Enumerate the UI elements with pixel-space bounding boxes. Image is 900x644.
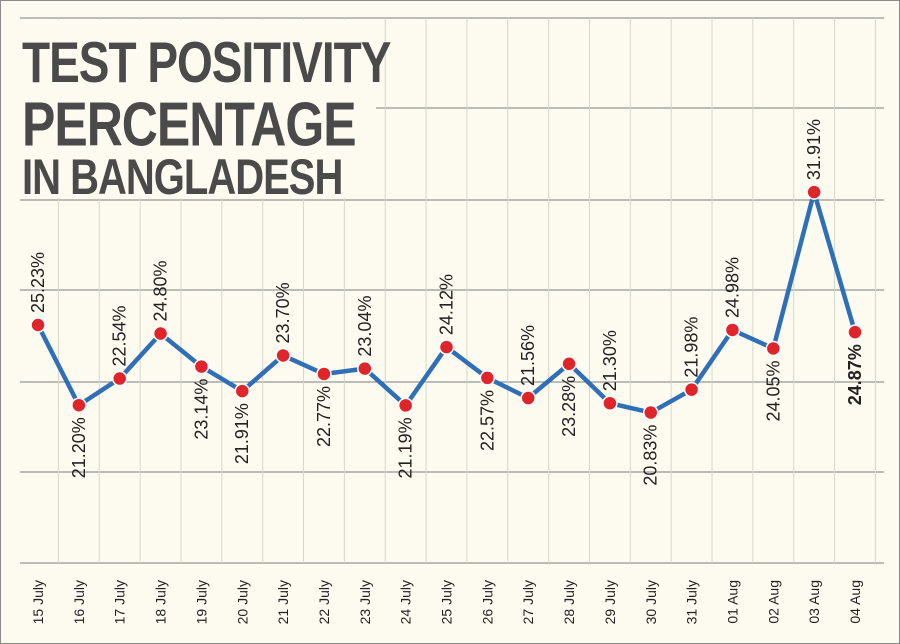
data-label: 21.20% [69, 417, 89, 478]
data-label: 24.98% [722, 257, 742, 318]
x-tick-label: 02 Aug [765, 580, 781, 624]
data-point [357, 360, 373, 377]
x-tick-label: 18 July [153, 580, 169, 624]
data-point [724, 322, 741, 338]
data-point [683, 381, 700, 398]
data-label: 21.19% [396, 417, 416, 478]
chart-title: TEST POSITIVITY PERCENTAGE IN BANGLADESH [16, 20, 391, 205]
data-label: 25.23% [28, 252, 48, 313]
x-tick-label: 24 July [398, 580, 414, 624]
x-tick-label: 20 July [234, 580, 250, 624]
data-point [847, 324, 863, 340]
chart-title-line-3: IN BANGLADESH [22, 150, 343, 205]
data-label: 22.57% [477, 390, 497, 451]
data-label: 21.56% [518, 325, 538, 386]
x-tick-label: 19 July [193, 580, 209, 624]
data-point [234, 383, 250, 399]
x-tick-label: 31 July [684, 580, 700, 624]
data-label: 21.98% [682, 317, 702, 378]
x-tick-label: 28 July [561, 580, 577, 624]
data-label: 24.87% [845, 344, 865, 405]
chart-title-line-1: TEST POSITIVITY [22, 29, 391, 95]
x-tick-label: 26 July [479, 580, 495, 624]
data-point [806, 184, 822, 200]
x-tick-label: 03 Aug [806, 580, 822, 624]
data-point [397, 397, 414, 414]
data-point [520, 390, 536, 406]
x-tick-label: 21 July [275, 580, 291, 624]
x-tick-label: 30 July [643, 580, 659, 624]
data-label: 23.70% [273, 282, 293, 343]
data-point [152, 325, 169, 342]
x-tick-label: 04 Aug [847, 580, 863, 624]
data-label: 21.91% [232, 403, 252, 464]
data-label: 22.54% [110, 305, 130, 366]
x-tick-label: 23 July [357, 580, 373, 624]
data-label: 22.77% [314, 386, 334, 447]
data-point [30, 317, 46, 333]
data-point [765, 340, 782, 357]
data-label: 21.30% [600, 330, 620, 391]
chart-title-line-2: PERCENTAGE [22, 89, 357, 160]
data-label: 24.80% [151, 260, 171, 321]
data-label: 31.91% [804, 119, 824, 180]
data-label: 24.12% [437, 274, 457, 335]
x-tick-label: 15 July [30, 580, 46, 624]
data-point [643, 404, 659, 421]
data-point [275, 347, 291, 364]
x-tick-label: 25 July [439, 580, 455, 624]
data-label: 23.28% [559, 376, 579, 437]
data-point [479, 370, 496, 386]
x-tick-label: 17 July [112, 580, 128, 624]
x-tick-label: 27 July [520, 580, 536, 624]
data-point [193, 358, 210, 375]
data-label: 23.04% [355, 296, 375, 357]
data-point [602, 395, 618, 411]
data-point [438, 339, 455, 355]
data-point [111, 370, 128, 387]
x-tick-label: 01 Aug [724, 580, 740, 624]
data-point [561, 356, 577, 372]
data-label: 20.83% [641, 425, 661, 486]
data-point [316, 366, 332, 382]
data-point [71, 397, 87, 413]
data-label: 24.05% [763, 360, 783, 421]
x-tick-label: 22 July [316, 580, 332, 624]
x-tick-label: 16 July [71, 580, 87, 624]
x-tick-label: 29 July [602, 580, 618, 624]
data-label: 23.14% [191, 379, 211, 440]
